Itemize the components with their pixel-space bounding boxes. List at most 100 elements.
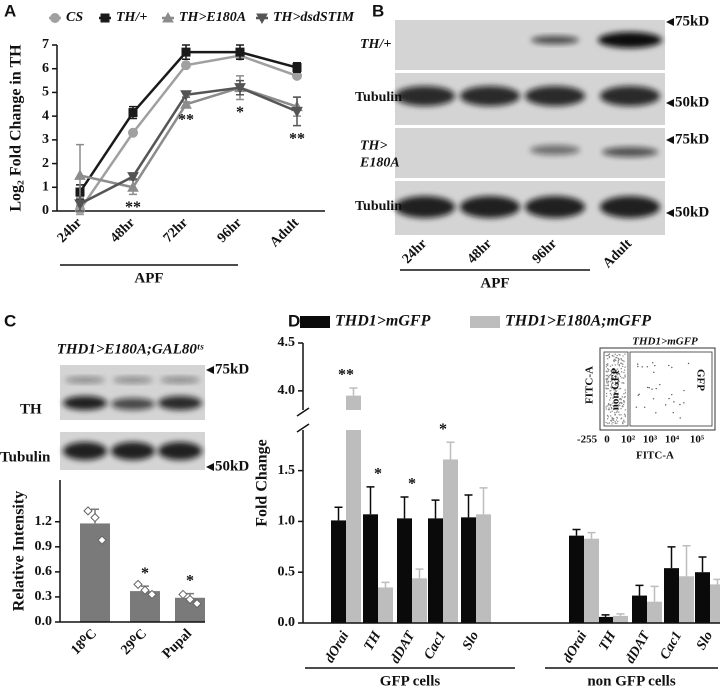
flow-dot: [623, 377, 625, 379]
flow-dot: [621, 382, 623, 384]
flow-dot: [638, 393, 640, 396]
legend-label: THD1>E180A;mGFP: [505, 313, 651, 330]
panel-label: C: [4, 311, 16, 330]
bar: [695, 572, 710, 623]
flow-dot: [611, 355, 614, 357]
flow-dot: [619, 354, 621, 356]
flow-dot: [664, 404, 667, 406]
flow-dot: [605, 384, 607, 387]
panel-label: D: [288, 311, 300, 330]
flow-dot: [615, 359, 617, 362]
flow-dot: [608, 355, 611, 358]
flow-dot: [616, 354, 618, 357]
flow-dot: [608, 422, 611, 424]
flow-dot: [618, 365, 621, 367]
flow-dot: [614, 364, 616, 366]
blot-row-label: Tubulin: [355, 199, 402, 214]
blot-band: [598, 32, 662, 48]
error-bar: [446, 441, 455, 460]
flow-dot: [606, 371, 608, 373]
error-bar: [464, 494, 473, 518]
flow-dot: [651, 388, 653, 390]
flow-dot: [673, 401, 675, 403]
blot-band: [160, 377, 200, 383]
flow-dot: [618, 411, 620, 413]
inset-title: THD1>mGFP: [632, 336, 698, 348]
blot-band: [525, 196, 585, 218]
flow-dot: [613, 373, 615, 375]
data-point: [140, 585, 150, 595]
x-tick-label: dDAT: [388, 628, 419, 666]
inset-tick-label: 10⁵: [690, 434, 705, 446]
bar: [679, 576, 694, 623]
flow-dot: [620, 371, 623, 373]
flow-dot: [611, 423, 613, 425]
flow-dot: [611, 375, 614, 377]
data-point: [192, 598, 202, 609]
bar: [647, 601, 662, 623]
flow-dot: [624, 409, 627, 411]
blot-band: [65, 377, 105, 383]
flow-dot: [624, 421, 626, 423]
marker: [74, 169, 86, 180]
flow-dot: [617, 357, 620, 360]
x-tick-label: dDAT: [623, 628, 654, 666]
flow-dot: [621, 377, 623, 379]
flow-dot: [622, 403, 625, 406]
flow-dot: [612, 359, 615, 362]
x-tick-label: 72hr: [161, 215, 191, 245]
flow-dot: [617, 360, 620, 362]
flow-dot: [613, 369, 616, 371]
flow-dot: [616, 394, 619, 397]
lane-label: 96hr: [530, 236, 560, 266]
flow-dot: [622, 359, 624, 362]
flow-dot: [618, 414, 620, 416]
flow-dot: [643, 406, 646, 408]
flow-dot: [612, 419, 615, 421]
flow-dot: [614, 413, 616, 416]
flow-dot: [606, 418, 609, 420]
x-tick-label: Pupal: [160, 626, 195, 661]
significance: *: [186, 572, 194, 589]
bar: [461, 517, 476, 623]
flow-dot: [610, 415, 612, 417]
legend-marker: [256, 13, 268, 25]
y-axis-label: Fold Change: [254, 439, 271, 527]
flow-dot: [646, 366, 649, 368]
inset-tick-label: 10⁴: [665, 434, 680, 446]
y-tick-label: 0.0: [278, 615, 296, 630]
flow-dot: [622, 421, 624, 423]
y-tick-label: 0.3: [35, 589, 53, 604]
x-tick-label: Slo: [460, 629, 482, 653]
error-bar: [431, 499, 440, 519]
flow-dot: [617, 399, 619, 401]
flow-dot: [619, 387, 622, 390]
flow-dot: [683, 389, 685, 392]
flow-dot: [623, 360, 625, 363]
flow-dot: [611, 380, 613, 382]
flow-dot: [679, 403, 681, 406]
marker: [180, 90, 192, 101]
flow-dot: [607, 416, 610, 418]
flow-dot: [605, 364, 608, 366]
flow-dot: [608, 399, 611, 401]
flow-dot: [614, 353, 616, 355]
legend-marker: [50, 13, 60, 23]
flow-dot: [609, 411, 612, 413]
marker: [181, 47, 191, 57]
flow-dot: [615, 370, 618, 372]
marker-arrow: [666, 209, 674, 217]
flow-dot: [623, 371, 625, 374]
flow-dot: [607, 422, 609, 425]
flow-dot: [653, 371, 655, 373]
flow-dot: [668, 397, 670, 400]
flow-dot: [607, 387, 609, 390]
data-point: [97, 535, 107, 545]
flow-dot: [612, 421, 614, 424]
flow-dot: [614, 405, 616, 407]
flow-dot: [637, 394, 640, 396]
flow-dot: [619, 404, 621, 407]
flow-dot: [624, 392, 627, 394]
flow-dot: [607, 354, 610, 356]
